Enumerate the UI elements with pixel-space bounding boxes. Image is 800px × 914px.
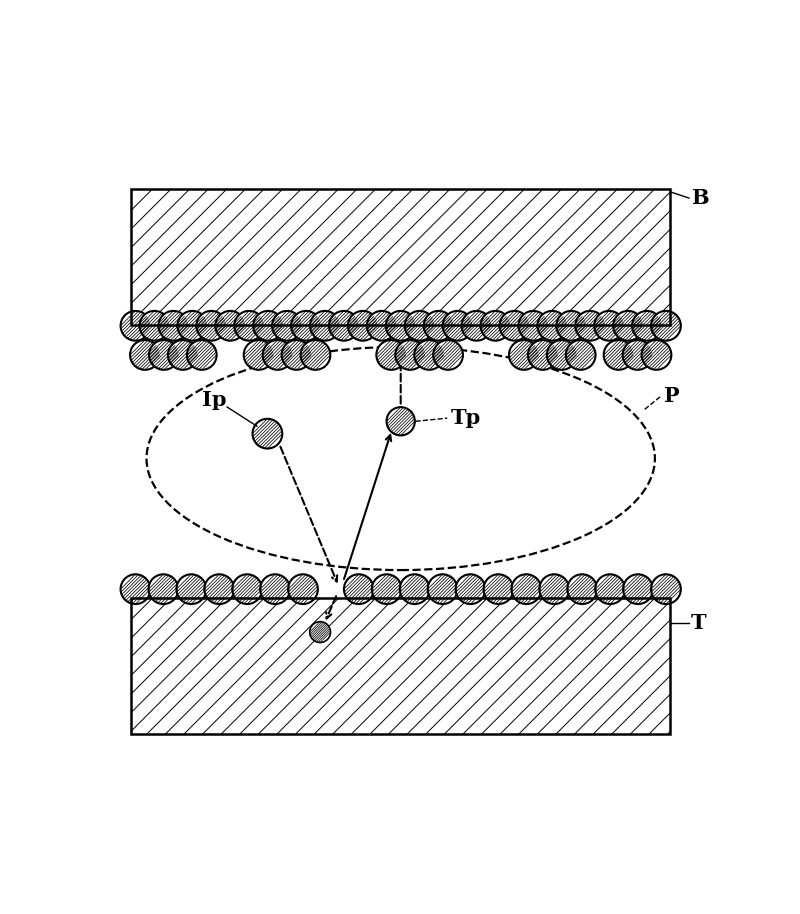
- Bar: [131, 598, 670, 734]
- Bar: [131, 189, 670, 325]
- Circle shape: [556, 311, 586, 341]
- Circle shape: [329, 311, 358, 341]
- Circle shape: [149, 574, 178, 604]
- Text: P: P: [664, 386, 680, 406]
- Circle shape: [234, 311, 264, 341]
- Circle shape: [594, 311, 624, 341]
- Circle shape: [158, 311, 188, 341]
- Circle shape: [642, 340, 671, 370]
- Circle shape: [187, 340, 217, 370]
- Circle shape: [509, 340, 538, 370]
- Circle shape: [121, 574, 150, 604]
- Circle shape: [177, 574, 206, 604]
- Circle shape: [253, 419, 282, 449]
- Circle shape: [204, 574, 234, 604]
- Circle shape: [613, 311, 643, 341]
- Circle shape: [288, 574, 318, 604]
- Circle shape: [348, 311, 378, 341]
- Circle shape: [623, 574, 653, 604]
- Text: B: B: [691, 188, 709, 208]
- Circle shape: [244, 340, 274, 370]
- Circle shape: [372, 574, 402, 604]
- Circle shape: [149, 340, 178, 370]
- Bar: [131, 189, 670, 325]
- Circle shape: [310, 622, 330, 643]
- Circle shape: [424, 311, 454, 341]
- Circle shape: [262, 340, 293, 370]
- Circle shape: [483, 574, 514, 604]
- Circle shape: [196, 311, 226, 341]
- Circle shape: [632, 311, 662, 341]
- Circle shape: [386, 311, 415, 341]
- Circle shape: [433, 340, 463, 370]
- Circle shape: [518, 311, 548, 341]
- Circle shape: [301, 340, 330, 370]
- Circle shape: [604, 340, 634, 370]
- Circle shape: [428, 574, 458, 604]
- Circle shape: [168, 340, 198, 370]
- Circle shape: [405, 311, 434, 341]
- Circle shape: [310, 311, 340, 341]
- Circle shape: [414, 340, 444, 370]
- Circle shape: [121, 311, 150, 341]
- Circle shape: [272, 311, 302, 341]
- Circle shape: [400, 574, 430, 604]
- Circle shape: [395, 340, 425, 370]
- Circle shape: [344, 574, 374, 604]
- Circle shape: [291, 311, 321, 341]
- Bar: [131, 598, 670, 734]
- Circle shape: [376, 340, 406, 370]
- Circle shape: [139, 311, 170, 341]
- Circle shape: [456, 574, 486, 604]
- Circle shape: [547, 340, 577, 370]
- Circle shape: [178, 311, 207, 341]
- Circle shape: [130, 340, 160, 370]
- Circle shape: [462, 311, 491, 341]
- Circle shape: [367, 311, 397, 341]
- Circle shape: [254, 311, 283, 341]
- Circle shape: [595, 574, 625, 604]
- Circle shape: [651, 574, 681, 604]
- Circle shape: [539, 574, 569, 604]
- Circle shape: [442, 311, 473, 341]
- Circle shape: [538, 311, 567, 341]
- Circle shape: [528, 340, 558, 370]
- Circle shape: [651, 311, 681, 341]
- Circle shape: [567, 574, 597, 604]
- Circle shape: [215, 311, 245, 341]
- Circle shape: [386, 407, 415, 435]
- Circle shape: [622, 340, 652, 370]
- Text: Tp: Tp: [450, 409, 481, 428]
- Circle shape: [260, 574, 290, 604]
- Circle shape: [511, 574, 542, 604]
- Circle shape: [499, 311, 530, 341]
- Circle shape: [481, 311, 510, 341]
- Circle shape: [282, 340, 311, 370]
- Circle shape: [232, 574, 262, 604]
- Text: T: T: [691, 612, 706, 632]
- Circle shape: [566, 340, 595, 370]
- Text: Ip: Ip: [202, 389, 227, 409]
- Circle shape: [575, 311, 605, 341]
